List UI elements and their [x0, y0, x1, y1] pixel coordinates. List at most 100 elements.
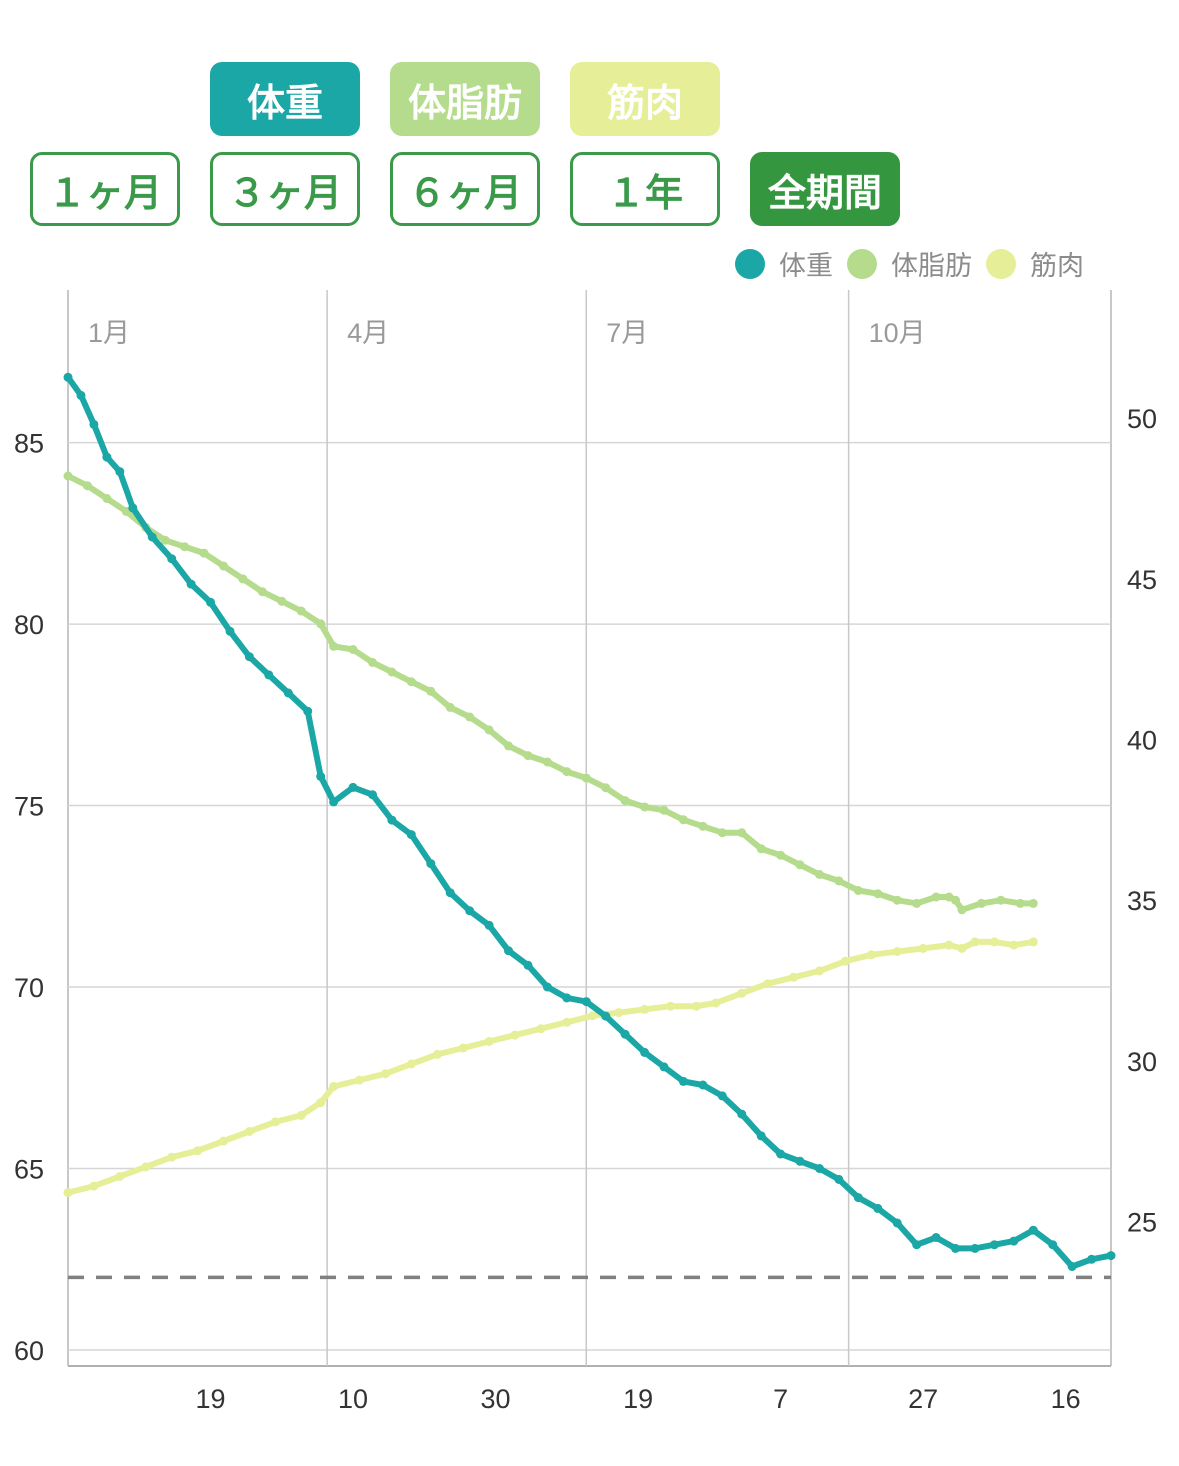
data-point [368, 790, 377, 800]
data-point [562, 993, 572, 1003]
month-label: 4月 [347, 318, 389, 348]
x-tick-label: 19 [195, 1384, 225, 1414]
data-point [277, 596, 287, 606]
data-point [666, 1001, 675, 1011]
legend-swatch-body-fat [847, 248, 877, 279]
data-point [912, 1240, 922, 1250]
data-point [348, 782, 358, 792]
data-point [387, 815, 397, 825]
data-point [219, 561, 228, 571]
data-point [329, 641, 339, 651]
data-point [815, 870, 824, 879]
data-point [834, 1174, 844, 1184]
data-point [1087, 1254, 1097, 1264]
data-point [717, 828, 727, 838]
period-button-1-year[interactable]: １年 [570, 152, 720, 226]
data-point [737, 988, 747, 998]
metric-button-weight[interactable]: 体重 [210, 62, 360, 136]
data-point [63, 1188, 73, 1198]
series-line-2 [65, 938, 1037, 1196]
data-point [1106, 1251, 1116, 1261]
data-point [834, 876, 844, 886]
data-point [601, 1011, 611, 1021]
data-point [1028, 898, 1038, 908]
data-point [542, 757, 552, 767]
data-point [892, 895, 902, 905]
data-point [737, 828, 747, 838]
data-point [426, 686, 436, 696]
data-point [873, 889, 883, 899]
data-point [102, 494, 112, 503]
data-point [1067, 1262, 1077, 1271]
data-point [711, 998, 721, 1008]
data-point [141, 1162, 151, 1172]
data-point [562, 1017, 572, 1027]
data-point [296, 1110, 306, 1120]
metric-button-body-fat[interactable]: 体脂肪 [390, 62, 540, 136]
data-point [1028, 1225, 1038, 1235]
data-point [432, 1049, 442, 1059]
data-point [976, 898, 986, 908]
data-point [970, 1243, 980, 1253]
data-point [562, 767, 572, 777]
period-button-all-time-label: 全期間 [767, 172, 882, 215]
x-tick-label: 10 [338, 1384, 368, 1414]
data-point [776, 1149, 786, 1159]
data-point [89, 419, 99, 429]
chart-labels: 60 65 70 75 80 85 25 30 35 40 45 50 1月 4月 7月 10月 19 10 30 1… [14, 318, 1157, 1414]
data-point [76, 390, 86, 400]
series-line-0 [65, 374, 1114, 1270]
data-point [355, 1075, 364, 1085]
y-left-tick-label: 80 [14, 610, 44, 640]
data-point [737, 1109, 747, 1119]
data-point [406, 1059, 416, 1069]
month-label: 7月 [606, 318, 648, 348]
data-point [815, 966, 824, 976]
data-point [270, 1117, 280, 1127]
data-point [504, 946, 513, 956]
data-point [1009, 940, 1019, 950]
y-right-tick-label: 50 [1127, 404, 1157, 434]
data-point [102, 452, 112, 462]
data-point [951, 895, 960, 905]
data-point [815, 1164, 824, 1173]
data-point [717, 1091, 727, 1101]
data-point [957, 905, 967, 915]
data-point [316, 1098, 326, 1108]
data-point [659, 1062, 669, 1072]
data-point [89, 1181, 99, 1191]
data-point [63, 372, 73, 382]
y-left-tick-label: 75 [14, 792, 44, 822]
period-button-6-months[interactable]: ６ヶ月 [390, 152, 540, 226]
period-button-1-month[interactable]: １ヶ月 [30, 152, 180, 226]
period-button-3-months[interactable]: ３ヶ月 [210, 152, 360, 226]
data-point [840, 956, 850, 966]
data-point [620, 796, 630, 806]
legend-item-muscle: 筋肉 [986, 244, 1084, 283]
metric-button-muscle-label: 筋肉 [606, 82, 683, 125]
y-right-tick-label: 35 [1127, 886, 1157, 916]
y-left-tick-label: 85 [14, 429, 44, 459]
data-point [186, 579, 196, 589]
data-point [873, 1203, 883, 1213]
data-point [406, 677, 416, 687]
data-point [426, 859, 436, 869]
legend-label-muscle: 筋肉 [1030, 251, 1084, 281]
data-point [581, 773, 591, 783]
data-point [1048, 1240, 1058, 1250]
data-point [445, 702, 455, 712]
y-left-tick-label: 65 [14, 1155, 44, 1185]
data-point [640, 802, 650, 812]
data-point [368, 657, 377, 667]
data-point [115, 1172, 125, 1181]
legend-label-body-fat: 体脂肪 [891, 251, 972, 281]
data-point [892, 947, 902, 957]
metric-button-muscle[interactable]: 筋肉 [570, 62, 720, 136]
chart-grid [67, 290, 1112, 1367]
data-point [348, 645, 358, 654]
data-point [264, 670, 274, 680]
data-point [484, 920, 494, 930]
period-button-all-time[interactable]: 全期間 [750, 152, 900, 226]
data-point [445, 888, 455, 898]
data-point [484, 1037, 494, 1046]
